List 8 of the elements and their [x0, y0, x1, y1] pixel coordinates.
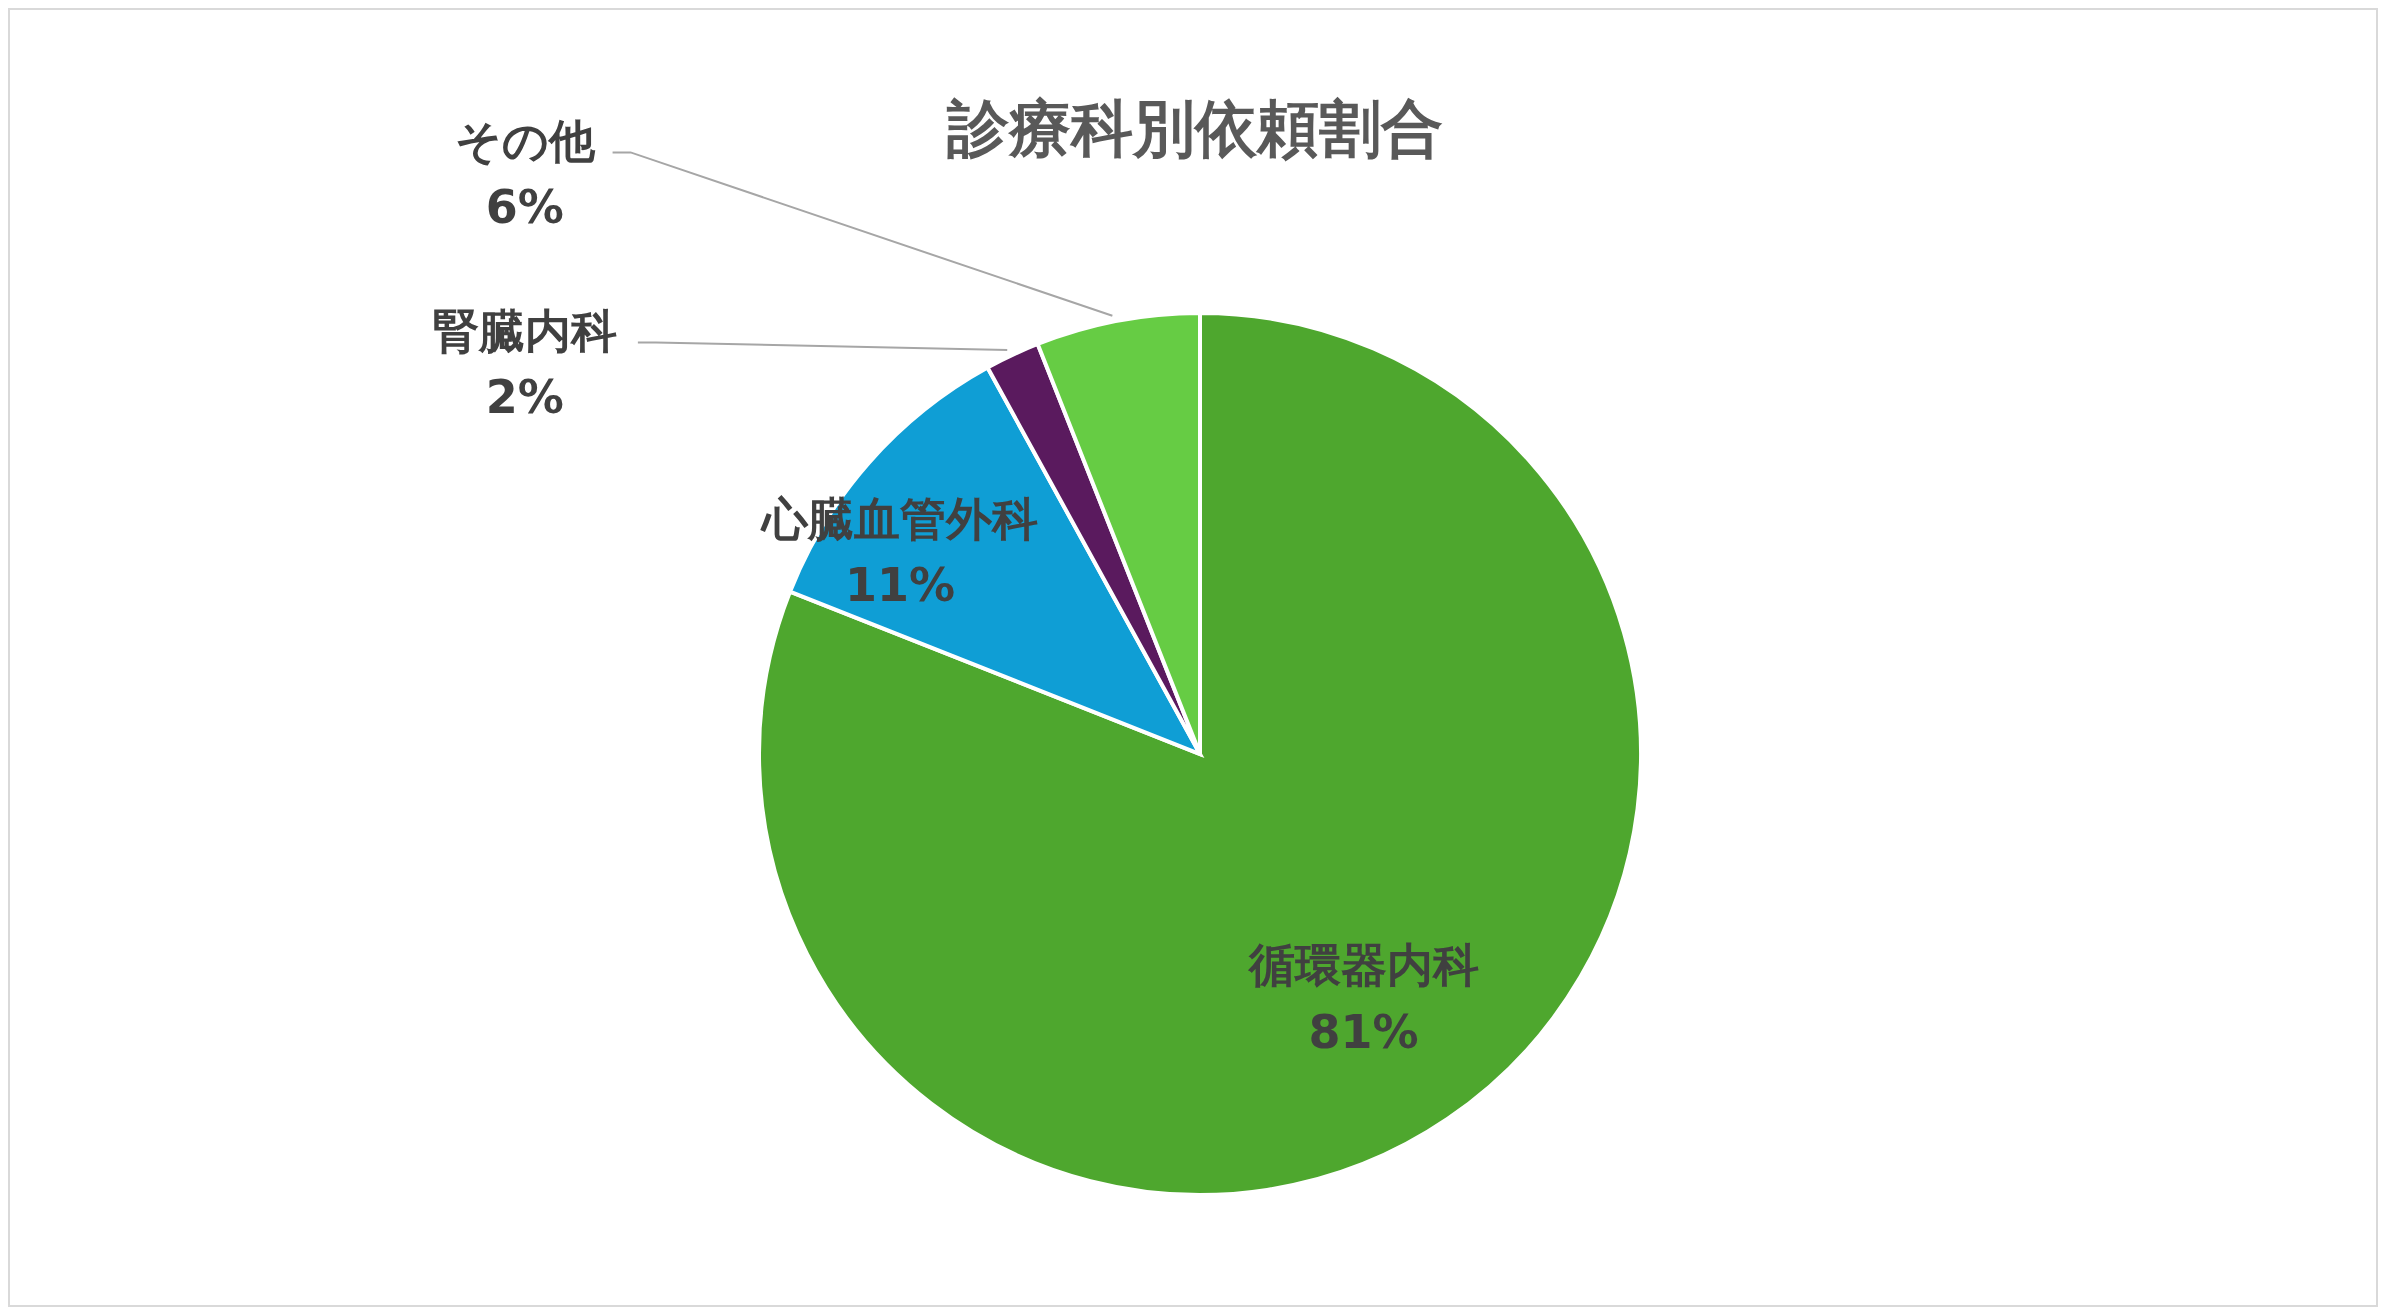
- data-label: 6%: [485, 180, 564, 235]
- data-label: 11%: [845, 558, 956, 613]
- slice-label: 循環器内科: [1246, 937, 1479, 992]
- chart-title: 診療科別依頼割合: [946, 92, 1443, 165]
- slice-label: 腎臓内科: [432, 303, 617, 358]
- slice-label: その他: [454, 113, 596, 168]
- data-label: 81%: [1308, 1004, 1419, 1059]
- data-label: 2%: [485, 370, 564, 425]
